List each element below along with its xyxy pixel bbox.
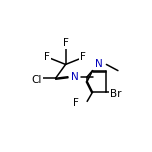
Text: F: F xyxy=(63,38,69,48)
Text: F: F xyxy=(73,98,79,108)
Text: F: F xyxy=(44,52,50,62)
Text: Br: Br xyxy=(110,89,121,99)
Text: N: N xyxy=(95,59,103,69)
Text: N: N xyxy=(71,72,79,82)
Text: Cl: Cl xyxy=(31,75,41,85)
Text: F: F xyxy=(80,52,85,62)
